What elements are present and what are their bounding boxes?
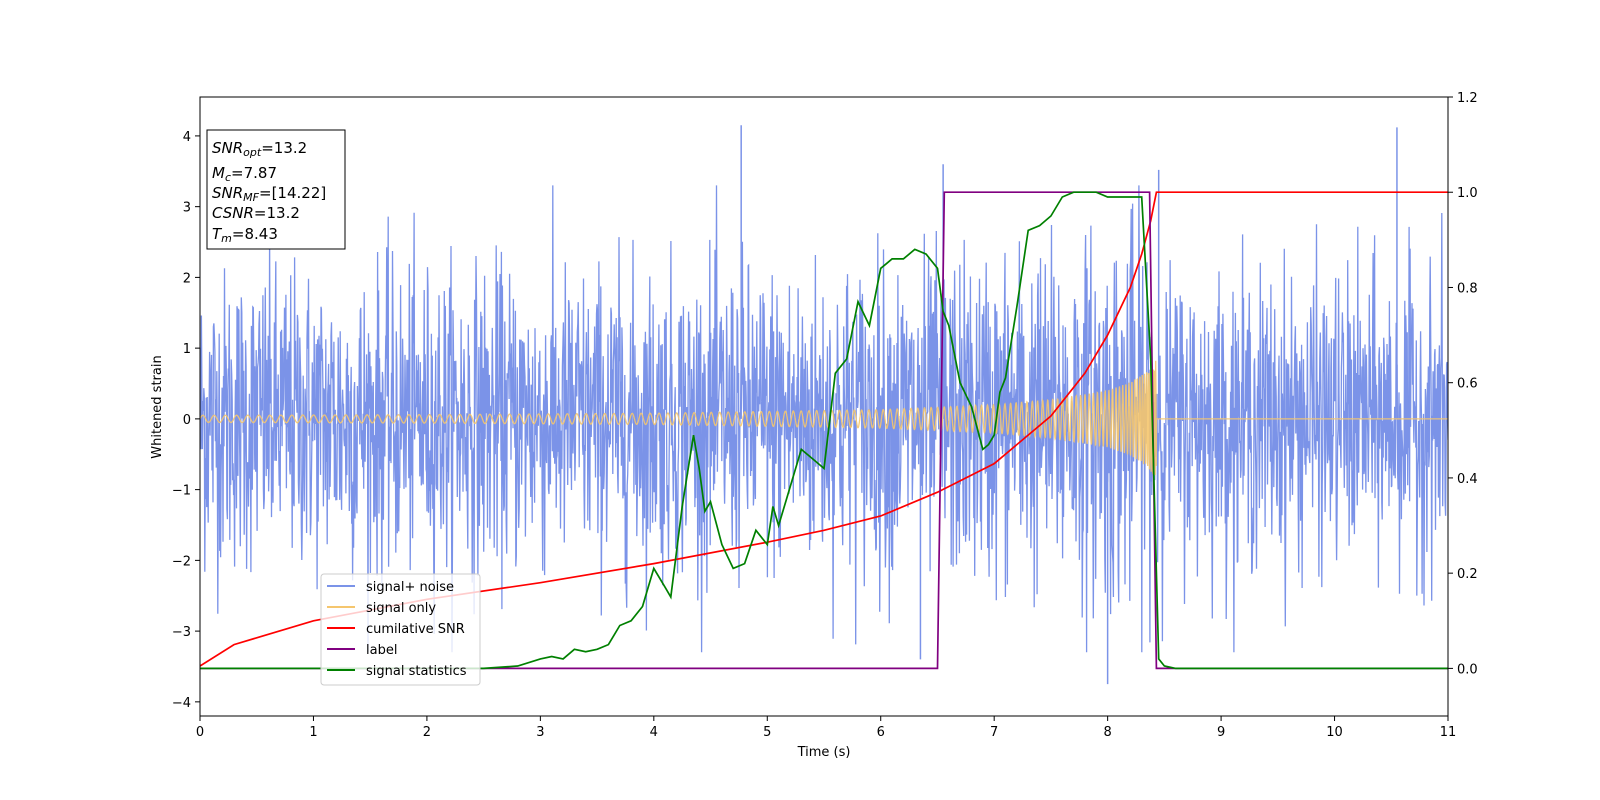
y2-tick-label: 0.4 [1457,472,1478,487]
x-tick-label: 10 [1326,725,1343,740]
x-tick-label: 6 [877,725,885,740]
info-value: =13.2 [261,139,307,157]
legend-entry: label [366,643,397,658]
info-line: Tm=8.43 [212,225,278,245]
y-tick-label: 3 [183,201,191,216]
x-tick-label: 1 [309,725,317,740]
x-tick-label: 3 [536,725,544,740]
y2-tick-label: 0.8 [1457,281,1478,296]
series-signal-only [200,360,1448,476]
info-subscript: c [225,171,231,184]
legend-frame [320,573,481,686]
y2-tick-label: 0.6 [1457,377,1478,392]
x-tick-label: 5 [763,725,771,740]
series-signal-noise [200,185,1448,653]
info-subscript: MF [243,191,259,204]
x-axis-title: Time (s) [797,745,851,760]
info-symbol: SNR [212,139,243,157]
info-symbol: M [212,164,225,182]
plot-frame [199,96,1449,717]
info-value: =8.43 [232,225,278,243]
legend-entry: signal+ noise [366,580,454,595]
y-tick-label: −1 [172,484,191,499]
info-line: SNRopt=13.2 [212,139,307,159]
y-tick-label: 0 [183,413,191,428]
info-value: =13.2 [254,204,300,222]
y2-tick-label: 0.0 [1457,662,1478,677]
info-value: =7.87 [231,164,277,182]
info-box: SNRopt=13.2Mc=7.87SNRMF=[14.22]CSNR=13.2… [206,129,346,250]
legend-entry: signal only [366,601,436,616]
info-symbol: T [212,225,223,243]
y-tick-label: −2 [172,554,191,569]
x-tick-label: 4 [650,725,658,740]
series-layer [200,125,1448,685]
info-line: Mc=7.87 [212,164,277,184]
y-axis-title: Whitened strain [150,355,165,458]
y-tick-label: 4 [183,130,191,145]
info-symbol: CSNR [212,204,254,222]
x-tick-label: 11 [1440,725,1457,740]
y-tick-label: 1 [183,342,191,357]
series-signal-statistics [200,191,1448,670]
y-tick-label: 2 [183,271,191,286]
legend: signal+ noise signal only cumilative SNR la… [320,573,481,686]
info-box-frame [206,129,346,250]
info-line: CSNR=13.2 [212,204,300,222]
y2-tick-label: 1.2 [1457,91,1478,106]
info-value: =[14.22] [259,184,326,202]
y-tick-label: −4 [172,696,191,711]
x-tick-label: 2 [423,725,431,740]
y2-tick-label: 0.2 [1457,567,1478,582]
info-line: SNRMF=[14.22] [212,184,326,204]
legend-entry: signal statistics [366,664,467,679]
x-tick-label: 9 [1217,725,1225,740]
x-tick-label: 0 [196,725,204,740]
info-symbol: SNR [212,184,243,202]
y2-tick-label: 1.0 [1457,186,1478,201]
y-tick-label: −3 [172,625,191,640]
x-axis: 0 1 2 3 4 5 6 7 8 9 10 11 [196,716,1456,740]
y2-axis: 0.0 0.2 0.4 0.6 0.8 1.0 1.2 [1448,91,1478,677]
legend-entry: cumilative SNR [366,622,465,637]
x-tick-label: 7 [990,725,998,740]
x-tick-label: 8 [1103,725,1111,740]
y-axis: −4 −3 −2 −1 0 1 2 3 4 [172,130,200,711]
info-subscript: opt [243,146,262,159]
info-subscript: m [221,232,232,245]
